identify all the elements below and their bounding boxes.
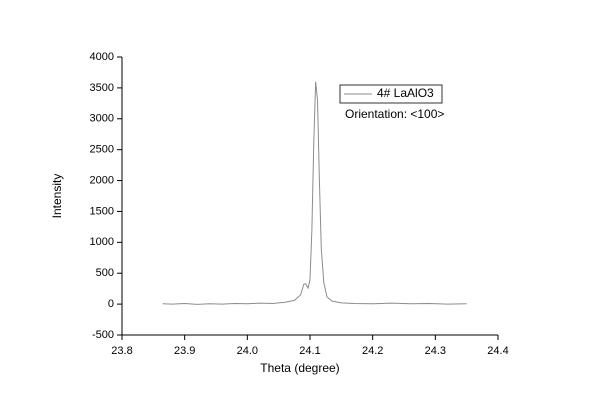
x-tick-label: 23.8 [111,345,132,357]
annotation: Orientation: <100> [345,107,444,121]
y-tick-label: -500 [92,329,114,341]
legend-box [339,84,443,104]
x-tick-label: 23.9 [174,345,195,357]
y-tick-label: 2000 [90,174,114,186]
legend-label: 4# LaAlO3 [377,86,434,100]
x-tick-label: 24.2 [362,345,383,357]
x-axis-title: Theta (degree) [260,361,339,375]
y-tick-label: 500 [96,267,114,279]
x-tick-label: 24.0 [237,345,258,357]
y-tick-label: 0 [108,298,114,310]
y-tick-label: 3000 [90,113,114,125]
y-tick-label: 1500 [90,205,114,217]
y-axis-title: Intensity [50,174,64,219]
x-tick-label: 24.4 [487,345,508,357]
x-tick-label: 24.3 [425,345,446,357]
y-tick-label: 2500 [90,144,114,156]
data-line [162,81,467,305]
y-tick-label: 1000 [90,236,114,248]
y-tick-label: 3500 [90,82,114,94]
x-tick-label: 24.1 [299,345,320,357]
y-tick-label: 4000 [90,51,114,63]
